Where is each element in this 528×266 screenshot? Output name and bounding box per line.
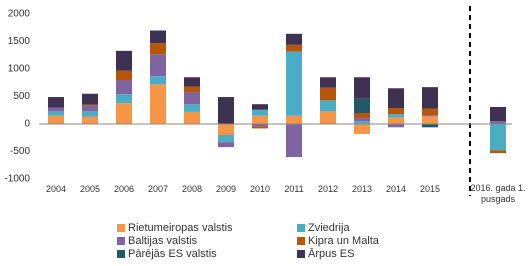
x-tick-label: 2005 xyxy=(79,184,101,194)
bar-segment xyxy=(388,108,404,115)
bar-segment xyxy=(286,51,302,116)
bar-segment xyxy=(320,87,336,101)
legend-swatch xyxy=(297,237,305,245)
bar-segment xyxy=(150,54,166,77)
x-tick-label: 2008 xyxy=(181,184,203,194)
bar-segment xyxy=(218,124,234,135)
bar-segment xyxy=(388,117,404,124)
bar-segment xyxy=(490,121,506,124)
x-tick-label: 2012 xyxy=(317,184,339,194)
bar-segment xyxy=(490,124,506,151)
bar-segment xyxy=(490,106,506,122)
bar-segment xyxy=(150,30,166,44)
bar-segment xyxy=(320,111,336,124)
bar-segment xyxy=(48,97,64,108)
x-tick-label: 2013 xyxy=(351,184,373,194)
bar-segment xyxy=(422,116,438,124)
bar-segment xyxy=(184,86,200,93)
bar-segment xyxy=(422,87,438,109)
legend-swatch xyxy=(117,237,125,245)
bar-segment xyxy=(48,115,64,124)
bar-segment xyxy=(422,124,438,128)
legend-label: Baltijas valstis xyxy=(128,235,198,247)
x-tick-label: 2014 xyxy=(385,184,407,194)
legend-swatch xyxy=(117,250,125,258)
bar-segment xyxy=(218,142,234,148)
bar-segment xyxy=(116,103,132,124)
bar-segment xyxy=(320,100,336,112)
legend-label: Ārpus ES xyxy=(308,248,354,260)
bar-segment xyxy=(184,111,200,124)
bar-segment xyxy=(252,109,268,116)
bar-segment xyxy=(354,77,370,99)
legend-label: Kipra un Malta xyxy=(308,235,380,247)
y-tick-label: -1000 xyxy=(4,174,30,185)
bar-segment xyxy=(354,117,370,122)
bar-segment xyxy=(422,115,438,117)
bar-segment xyxy=(150,43,166,55)
legend-label: Rietumeiropas valstis xyxy=(128,222,233,234)
x-tick-label: 2011 xyxy=(284,184,304,194)
legend-label: Zviedrija xyxy=(308,222,350,234)
bar-segment xyxy=(490,150,506,154)
legend-swatch xyxy=(297,224,305,232)
bar-segment xyxy=(184,104,200,112)
bar-segment xyxy=(218,97,234,124)
bar-segment xyxy=(388,124,404,128)
bar-segment xyxy=(150,76,166,85)
y-tick-label: 500 xyxy=(13,91,30,102)
bar-segment xyxy=(252,124,268,127)
bar-segment xyxy=(116,70,132,80)
bar-segment xyxy=(184,77,200,87)
bar-segment xyxy=(150,84,166,124)
legend-swatch xyxy=(297,250,305,258)
y-tick-label: 1000 xyxy=(8,64,31,75)
bar-segment xyxy=(286,44,302,52)
bar-segment xyxy=(48,111,64,116)
bar-segment xyxy=(252,104,268,110)
x-tick-label: 2007 xyxy=(147,184,169,194)
bar-segment xyxy=(218,135,234,143)
x-tick-label: 2016. gada 1. pusgads xyxy=(470,183,526,204)
x-tick-label: 2006 xyxy=(113,184,135,194)
bar-segment xyxy=(252,126,268,129)
bar-segment xyxy=(286,124,302,157)
bar-segment xyxy=(354,124,370,134)
bar-segment xyxy=(354,113,370,118)
bar-segment xyxy=(286,115,302,124)
legend-swatch xyxy=(117,224,125,232)
x-tick-label: 2015 xyxy=(419,184,441,194)
y-tick-label: -500 xyxy=(10,146,30,157)
bar-segment xyxy=(116,50,132,71)
bar-segment xyxy=(82,104,98,106)
bar-segment xyxy=(354,98,370,113)
bar-segment xyxy=(82,116,98,124)
y-tick-label: 1500 xyxy=(8,36,31,47)
bar-segment xyxy=(82,111,98,117)
y-tick-label: 2000 xyxy=(8,9,31,20)
bar-segment xyxy=(82,105,98,112)
bar-segment xyxy=(354,121,370,124)
x-tick-label: 2004 xyxy=(45,184,67,194)
bar-segment xyxy=(184,92,200,105)
legend-label: Pārējās ES valstis xyxy=(128,248,217,260)
bar-segment xyxy=(116,94,132,104)
bar-segment xyxy=(388,114,404,118)
bar-segment xyxy=(48,107,64,112)
bar-segment xyxy=(82,93,98,105)
x-tick-label: 2009 xyxy=(215,184,237,194)
bar-segment xyxy=(422,108,438,116)
bar-segment xyxy=(320,77,336,88)
x-tick-label: 2010 xyxy=(249,184,271,194)
bar-segment xyxy=(252,115,268,124)
bar-segment xyxy=(116,80,132,95)
bar-segment xyxy=(388,88,404,109)
y-tick-label: 0 xyxy=(24,119,30,130)
bar-segment xyxy=(286,33,302,45)
